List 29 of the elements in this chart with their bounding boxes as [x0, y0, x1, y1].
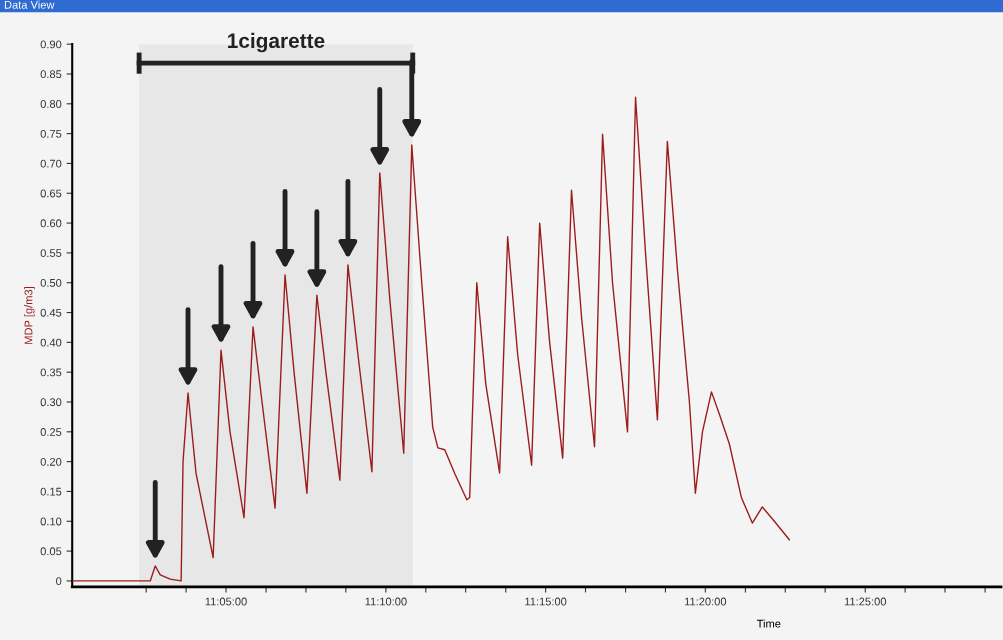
x-tick-label: 11:05:00: [205, 597, 247, 606]
y-tick-label: 0.60: [40, 219, 62, 228]
line-series: [72, 96, 791, 582]
y-tick-label: 0.85: [40, 70, 62, 79]
x-tick-label: 11:20:00: [684, 597, 727, 606]
y-tick-label: 0.50: [40, 278, 62, 287]
x-axis-title: Time: [756, 619, 781, 628]
y-tick-label: 0.40: [40, 338, 62, 347]
y-tick-label: 0.05: [40, 547, 62, 556]
chart-title: Data View: [4, 0, 55, 9]
y-tick-label: 0.55: [40, 249, 62, 258]
y-tick-label: 0.10: [40, 517, 62, 526]
band-label: 1cigarette: [228, 32, 325, 53]
y-tick-label: 0.25: [40, 428, 62, 436]
y-tick-label: 0.90: [40, 40, 62, 49]
x-tick-label: 11:10:00: [365, 597, 407, 606]
y-tick-label: 0.35: [40, 368, 62, 377]
y-tick-label: 0.20: [40, 457, 62, 466]
x-tick-label: 11:25:00: [844, 597, 887, 606]
y-tick-label: 0.15: [40, 487, 62, 496]
y-tick-label: 0.30: [40, 398, 62, 407]
x-tick-label: 11:15:00: [525, 597, 567, 606]
y-tick-label: 0.70: [40, 159, 62, 168]
y-tick-label: 0.80: [40, 100, 62, 108]
y-tick-label: 0.45: [40, 308, 62, 317]
y-tick-label: 0.75: [40, 129, 62, 138]
y-tick-label: 0.65: [40, 189, 62, 198]
y-tick-label: 0: [56, 577, 62, 586]
y-axis-title: MDP [g/m3]: [24, 287, 35, 344]
